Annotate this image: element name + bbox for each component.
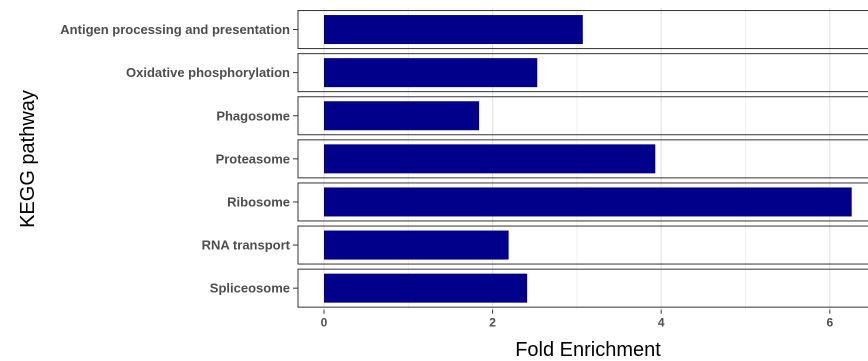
x-tick-labels: 0 2 4 6 bbox=[321, 309, 833, 330]
bar-6 bbox=[324, 273, 528, 303]
x-tick-label-2: 4 bbox=[658, 316, 665, 330]
bar-2 bbox=[324, 101, 480, 131]
y-axis-title: KEGG pathway bbox=[17, 90, 39, 228]
category-label-4: Ribosome bbox=[227, 194, 290, 209]
bar-0 bbox=[324, 15, 583, 45]
category-label-5: RNA transport bbox=[202, 238, 291, 253]
x-tick-label-0: 0 bbox=[321, 316, 328, 330]
bars bbox=[324, 15, 852, 303]
category-labels: Antigen processing and presentation Oxida… bbox=[60, 22, 298, 296]
category-label-3: Proteasome bbox=[216, 151, 290, 166]
x-tick-label-1: 2 bbox=[489, 316, 496, 330]
category-label-0: Antigen processing and presentation bbox=[60, 22, 290, 37]
category-label-1: Oxidative phosphorylation bbox=[126, 65, 290, 80]
x-axis-title: Fold Enrichment bbox=[515, 339, 661, 361]
bar-1 bbox=[324, 58, 538, 88]
bar-4 bbox=[324, 187, 852, 217]
x-tick-label-3: 6 bbox=[826, 316, 833, 330]
bar-5 bbox=[324, 230, 509, 260]
bar-3 bbox=[324, 144, 656, 174]
category-label-6: Spliceosome bbox=[210, 281, 290, 296]
category-label-2: Phagosome bbox=[216, 108, 290, 123]
